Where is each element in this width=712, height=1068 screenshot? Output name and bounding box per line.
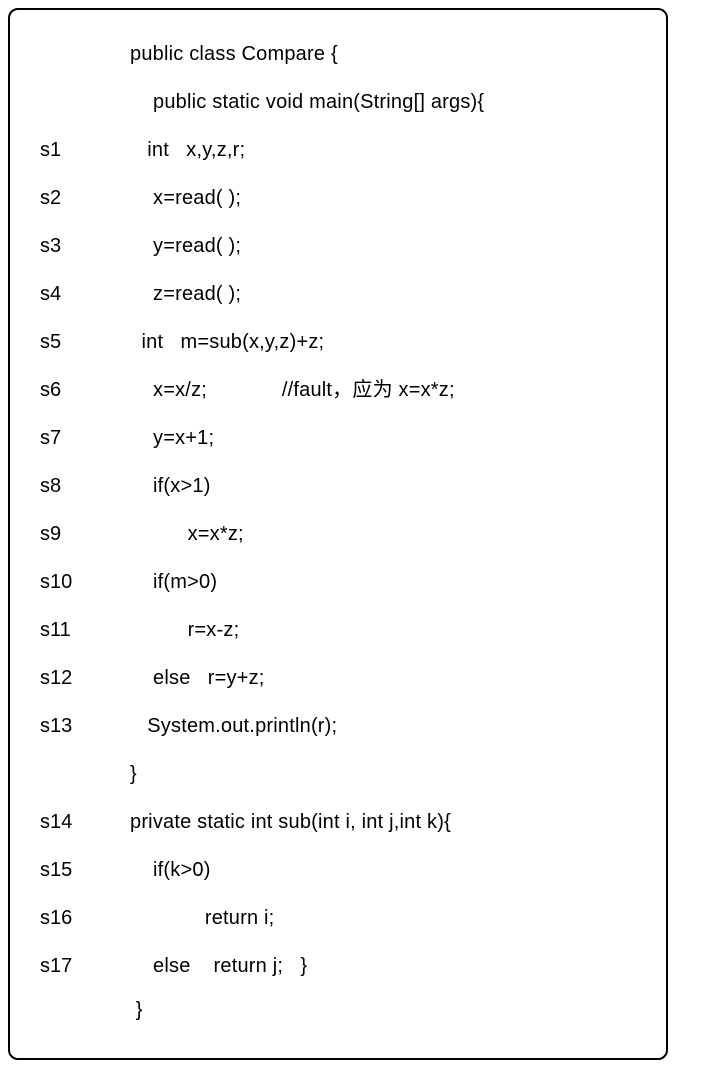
line-code: else return j; }: [130, 956, 307, 976]
code-line: s17 else return j; }: [34, 942, 642, 990]
line-code: public static void main(String[] args){: [130, 92, 484, 112]
line-code: x=read( );: [130, 188, 241, 208]
code-line: s10 if(m>0): [34, 558, 642, 606]
line-label: s8: [34, 476, 130, 496]
line-code: if(m>0): [130, 572, 217, 592]
line-label: s5: [34, 332, 130, 352]
line-label: s17: [34, 956, 130, 976]
line-code: if(x>1): [130, 476, 211, 496]
code-line: s8 if(x>1): [34, 462, 642, 510]
line-label: s11: [34, 620, 130, 640]
line-code: x=x*z;: [130, 524, 244, 544]
code-line: s5 int m=sub(x,y,z)+z;: [34, 318, 642, 366]
line-code: }: [130, 1000, 143, 1020]
line-label: s10: [34, 572, 130, 592]
code-line: }: [34, 990, 642, 1030]
code-line: s14 private static int sub(int i, int j,…: [34, 798, 642, 846]
line-code: private static int sub(int i, int j,int …: [130, 812, 451, 832]
line-code: int m=sub(x,y,z)+z;: [130, 332, 324, 352]
line-code: System.out.println(r);: [130, 716, 337, 736]
code-line: s12 else r=y+z;: [34, 654, 642, 702]
line-code: r=x-z;: [130, 620, 239, 640]
line-label: s6: [34, 380, 130, 400]
line-label: s2: [34, 188, 130, 208]
line-code: }: [130, 764, 137, 784]
code-line: s6 x=x/z; //fault，应为 x=x*z;: [34, 366, 642, 414]
code-line: s2 x=read( );: [34, 174, 642, 222]
line-label: s14: [34, 812, 130, 832]
line-code: z=read( );: [130, 284, 241, 304]
line-label: s1: [34, 140, 130, 160]
code-line: public static void main(String[] args){: [34, 78, 642, 126]
line-label: s15: [34, 860, 130, 880]
line-code: y=read( );: [130, 236, 241, 256]
line-code: return i;: [130, 908, 274, 928]
code-line: public class Compare {: [34, 30, 642, 78]
code-line: s3 y=read( );: [34, 222, 642, 270]
line-label: s12: [34, 668, 130, 688]
line-code: x=x/z; //fault，应为 x=x*z;: [130, 380, 455, 400]
code-line: }: [34, 750, 642, 798]
line-code: public class Compare {: [130, 44, 338, 64]
line-label: s13: [34, 716, 130, 736]
code-line: s13 System.out.println(r);: [34, 702, 642, 750]
code-line: s11 r=x-z;: [34, 606, 642, 654]
line-label: s7: [34, 428, 130, 448]
code-line: s7 y=x+1;: [34, 414, 642, 462]
line-code: int x,y,z,r;: [130, 140, 245, 160]
line-code: if(k>0): [130, 860, 211, 880]
line-label: s3: [34, 236, 130, 256]
code-line: s15 if(k>0): [34, 846, 642, 894]
code-listing-box: public class Compare { public static voi…: [8, 8, 668, 1060]
code-line: s1 int x,y,z,r;: [34, 126, 642, 174]
line-label: s16: [34, 908, 130, 928]
line-code: y=x+1;: [130, 428, 214, 448]
code-line: s4 z=read( );: [34, 270, 642, 318]
code-line: s16 return i;: [34, 894, 642, 942]
line-label: s9: [34, 524, 130, 544]
line-code: else r=y+z;: [130, 668, 265, 688]
code-line: s9 x=x*z;: [34, 510, 642, 558]
line-label: s4: [34, 284, 130, 304]
